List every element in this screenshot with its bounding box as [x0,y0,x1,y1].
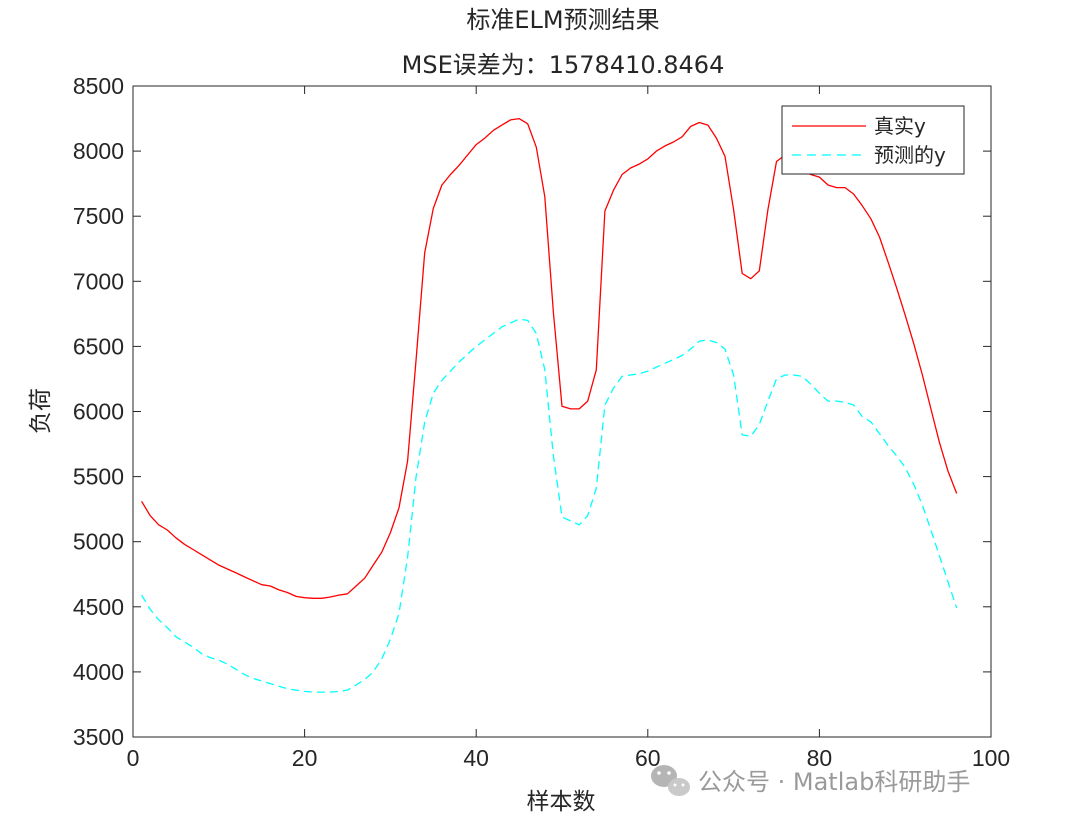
y-axis-label: 负荷 [28,388,54,434]
legend-box [781,105,965,175]
x-tick-label: 40 [463,745,489,771]
legend-label-real: 真实y [874,114,926,138]
x-axis-label: 样本数 [527,789,596,815]
axes-box [132,85,992,738]
y-tick-label: 6500 [73,333,124,359]
chart-title: 标准ELM预测结果 [466,6,659,34]
y-tick-label: 8000 [73,138,124,164]
plot-area: 0 20 40 60 80 100 3500 4000 4500 5000 5500 6000 6500… [73,73,1010,771]
x-tick-label: 20 [292,745,318,771]
series-line-real [141,117,958,599]
chart-subtitle: MSE误差为：1578410.8464 [402,51,725,79]
watermark-text: 公众号 · Matlab科研助手 [698,768,970,796]
wechat-icon [651,765,690,796]
y-tick-label: 4000 [73,659,124,685]
x-tick-label: 0 [127,745,140,771]
watermark: 公众号 · Matlab科研助手 [651,765,970,796]
y-tick-label: 7000 [73,268,124,294]
x-tick-label: 100 [972,745,1010,771]
x-tick-label: 80 [807,745,833,771]
y-tick-label: 4500 [73,594,124,620]
series-line-predicted [141,318,958,693]
y-tick-label: 3500 [73,724,124,750]
y-tick-label: 7500 [73,203,124,229]
y-tick-label: 6000 [73,399,124,425]
y-tick-label: 8500 [73,73,124,99]
y-tick-label: 5000 [73,529,124,555]
legend: 真实y 预测的y [781,105,965,175]
y-tick-label: 5500 [73,464,124,490]
legend-label-predicted: 预测的y [874,143,946,167]
x-tick-label: 60 [635,745,661,771]
